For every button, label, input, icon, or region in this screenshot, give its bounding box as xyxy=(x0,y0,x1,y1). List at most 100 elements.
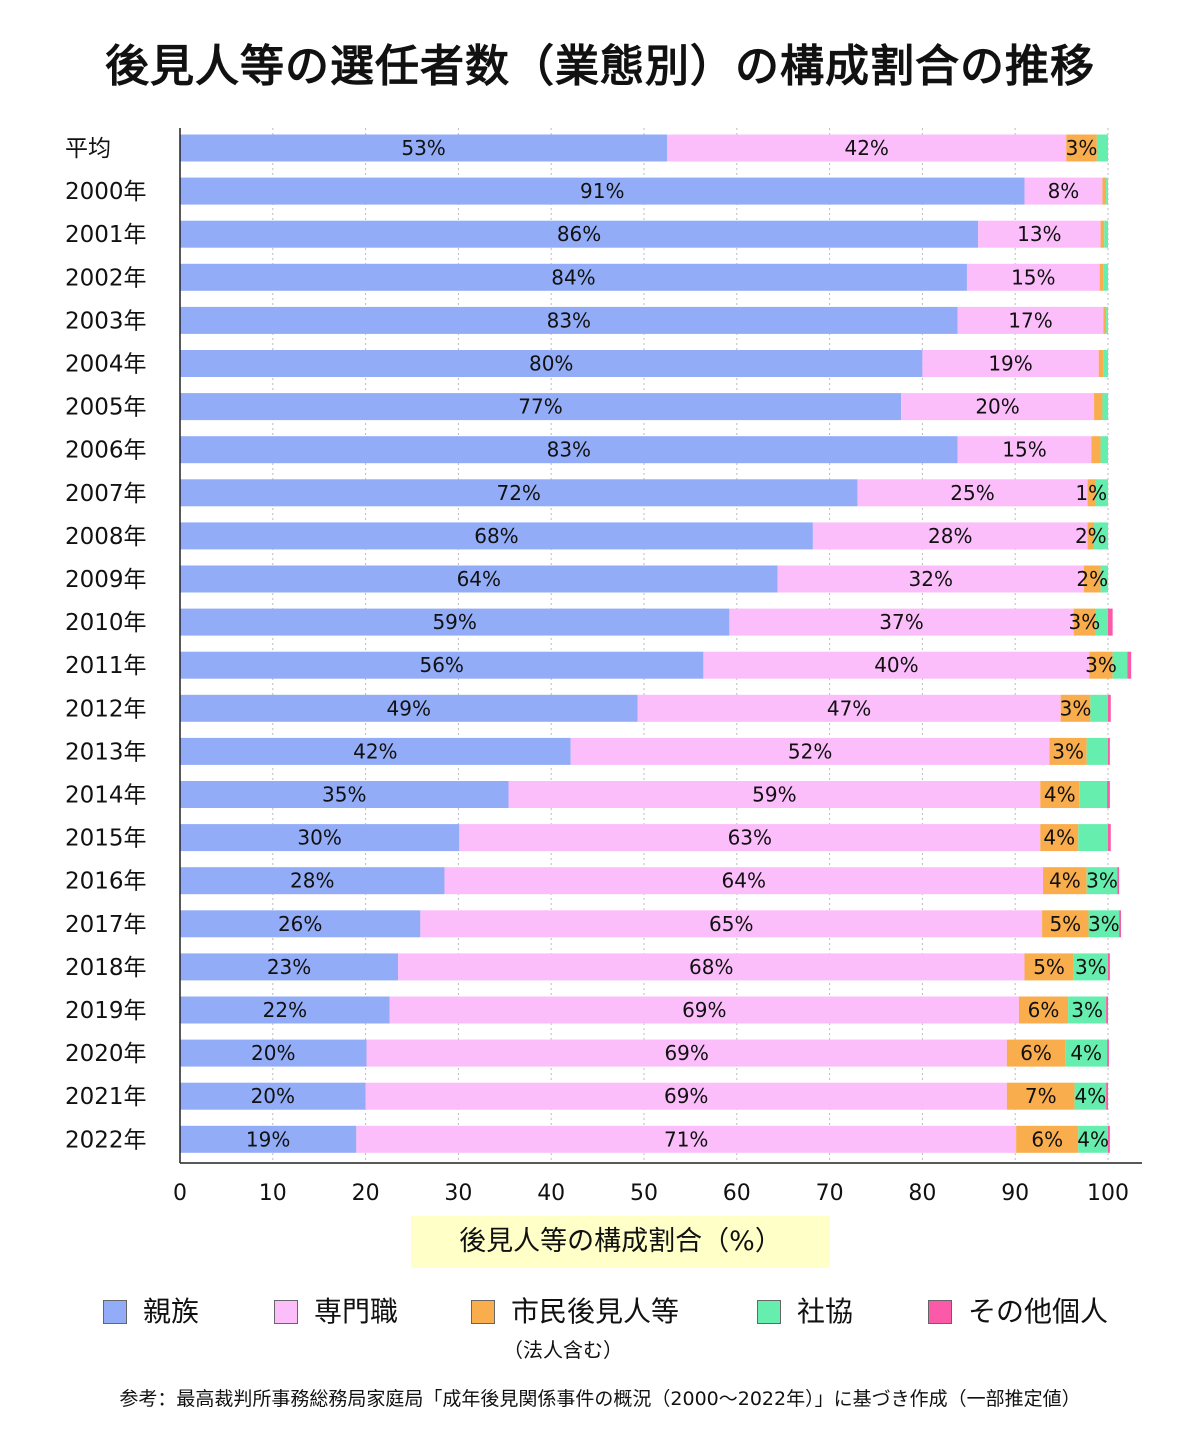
legend-swatch xyxy=(928,1300,952,1324)
category-label: 2018年 xyxy=(65,955,147,981)
data-label: 37% xyxy=(879,610,923,634)
data-label: 3% xyxy=(1066,136,1098,160)
bar-segment xyxy=(857,479,1088,507)
bar-segment xyxy=(1060,694,1091,722)
bar-segment xyxy=(180,565,778,593)
category-label: 2015年 xyxy=(65,826,147,852)
data-label: 59% xyxy=(432,610,476,634)
bars xyxy=(180,134,1132,1153)
category-label: 2001年 xyxy=(65,222,147,248)
data-label: 68% xyxy=(474,524,518,548)
data-label: 4% xyxy=(1070,1041,1102,1065)
data-label: 68% xyxy=(689,955,733,979)
bar-segment xyxy=(1099,263,1104,291)
data-label: 35% xyxy=(322,783,366,807)
category-label: 2009年 xyxy=(65,567,147,593)
data-label: 4% xyxy=(1049,869,1081,893)
bar-segment xyxy=(1108,824,1111,852)
data-label: 6% xyxy=(1020,1041,1052,1065)
data-label: 4% xyxy=(1077,1127,1109,1151)
bar-segment xyxy=(180,1082,366,1110)
data-label: 69% xyxy=(682,998,726,1022)
data-label: 59% xyxy=(752,783,796,807)
stacked-bar-chart: 53% 42% 3% 91% 8% 86% 13% 84% 15% 83% 17% 80% 19% 77%… xyxy=(65,128,1142,1206)
bar-segment xyxy=(667,134,1067,162)
legend-swatch xyxy=(757,1300,781,1324)
x-tick-label: 60 xyxy=(723,1181,751,1206)
legend-swatch xyxy=(471,1300,495,1324)
x-tick-label: 80 xyxy=(908,1181,936,1206)
data-label: 40% xyxy=(874,653,918,677)
bar-segment xyxy=(901,393,1095,421)
bar-segment xyxy=(812,522,1088,550)
bar-segment xyxy=(389,996,1019,1024)
bar-segment xyxy=(180,306,958,334)
bar-segment xyxy=(180,393,902,421)
data-label: 28% xyxy=(928,524,972,548)
bar-segment xyxy=(1094,522,1108,550)
data-label: 77% xyxy=(518,395,562,419)
bar-segment xyxy=(1024,177,1103,205)
data-label: 3% xyxy=(1052,739,1084,763)
bar-segment xyxy=(180,134,668,162)
bar-segment xyxy=(1103,306,1107,334)
data-label: 3% xyxy=(1086,869,1118,893)
legend-label: その他個人 xyxy=(968,1295,1109,1328)
x-tick-label: 50 xyxy=(630,1181,658,1206)
data-label: 3% xyxy=(1068,610,1100,634)
bar-segment xyxy=(398,953,1025,981)
data-label: 20% xyxy=(251,1084,295,1108)
bar-segment xyxy=(508,781,1041,808)
data-label: 42% xyxy=(353,739,397,763)
bar-segment xyxy=(180,608,730,636)
bar-segment xyxy=(1089,651,1113,679)
source-note: 参考：最高裁判所事務総務局家庭局「成年後見関係事件の概況（2000〜2022年）… xyxy=(119,1388,1081,1410)
x-tick-label: 90 xyxy=(1001,1181,1029,1206)
bar-segment xyxy=(180,910,421,938)
bar-segment xyxy=(1078,824,1108,852)
data-label: 42% xyxy=(844,136,888,160)
data-label: 15% xyxy=(1011,265,1055,289)
bar-segment xyxy=(1106,1082,1108,1110)
category-label: 2022年 xyxy=(65,1127,147,1153)
legend-sublabel: （法人含む） xyxy=(503,1338,623,1362)
bar-segment xyxy=(1095,479,1108,507)
category-label: 2004年 xyxy=(65,352,147,378)
bar-segment xyxy=(1094,393,1103,421)
bar-segment xyxy=(957,306,1104,334)
data-label: 3% xyxy=(1060,696,1092,720)
category-label: 2020年 xyxy=(65,1041,147,1067)
bar-segment xyxy=(1103,263,1108,291)
bar-segment xyxy=(1100,436,1108,464)
category-label: 2005年 xyxy=(65,395,147,421)
bar-segment xyxy=(637,694,1061,722)
x-tick-label: 0 xyxy=(173,1181,187,1206)
bar-segment xyxy=(1065,1039,1108,1067)
category-label: 2016年 xyxy=(65,869,147,895)
data-label: 5% xyxy=(1033,955,1065,979)
bar-segment xyxy=(180,824,460,852)
bar-segment xyxy=(777,565,1084,593)
category-label: 2012年 xyxy=(65,696,147,722)
bar-segment xyxy=(1043,867,1087,895)
data-label: 49% xyxy=(387,696,431,720)
bar-segment xyxy=(1107,1039,1109,1067)
bar-segment xyxy=(966,263,1100,291)
bar-segment xyxy=(180,1039,367,1067)
bar-segment xyxy=(356,1125,1017,1153)
bar-segment xyxy=(180,651,704,679)
data-label: 69% xyxy=(664,1084,708,1108)
data-label: 25% xyxy=(950,481,994,505)
data-label: 6% xyxy=(1028,998,1060,1022)
category-label: 2021年 xyxy=(65,1084,147,1110)
bar-segment xyxy=(1074,1082,1107,1110)
bar-segment xyxy=(459,824,1041,852)
bar-segment xyxy=(1087,479,1096,507)
category-label: 2019年 xyxy=(65,998,147,1024)
data-label: 84% xyxy=(551,265,595,289)
bar-segment xyxy=(180,1125,357,1153)
category-label: 2013年 xyxy=(65,739,147,765)
legend: 親族 専門職 市民後見人等 （法人含む） 社協 その他個人 xyxy=(0,1292,1200,1372)
category-label: 2006年 xyxy=(65,438,147,464)
bar-segment xyxy=(1100,220,1105,248)
